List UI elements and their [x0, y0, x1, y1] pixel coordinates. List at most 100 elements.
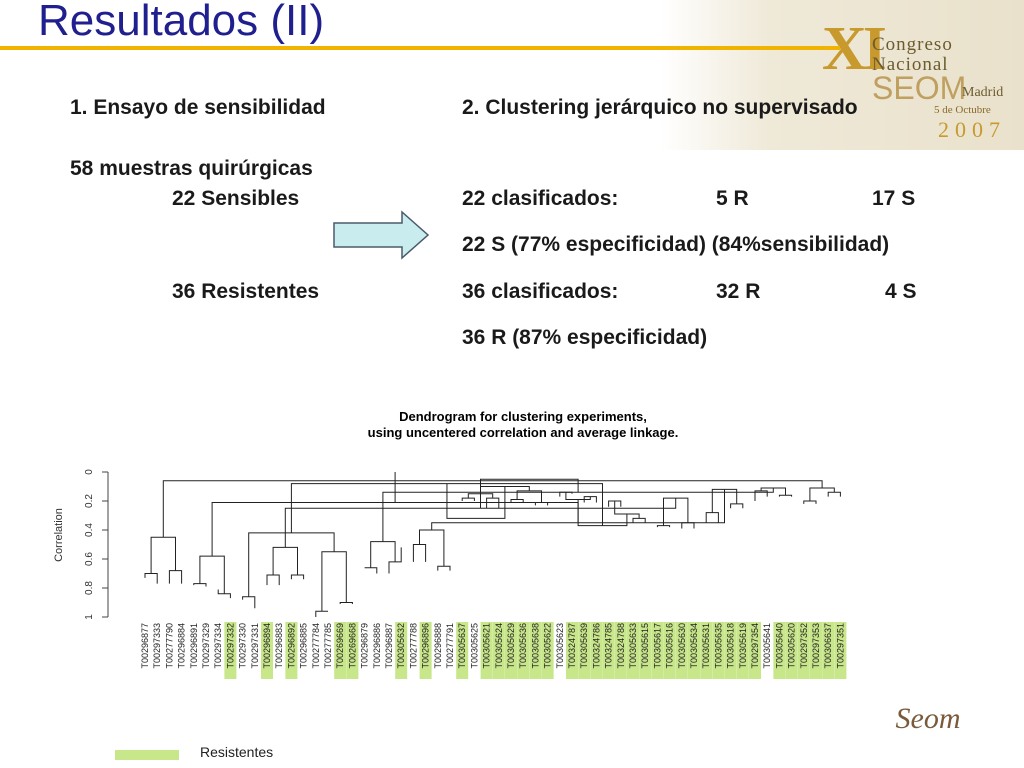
resistant-highlight	[675, 622, 688, 679]
dendrogram-branch	[446, 483, 506, 519]
leaf-label: T00297333	[152, 623, 162, 669]
leaf-label: T00305636	[518, 623, 528, 669]
leaf-label: T00305619	[738, 623, 748, 669]
dendrogram-branch	[339, 602, 353, 604]
leaf-label: T00305639	[579, 623, 589, 669]
leaf-label: T00305635	[713, 623, 723, 669]
leaf-label: T00297329	[201, 623, 211, 669]
resistant-highlight	[736, 622, 749, 679]
leaf-label: T00297354	[750, 623, 760, 669]
leaf-label: T00305617	[652, 623, 662, 669]
leaf-label: T00324786	[591, 623, 601, 669]
y-tick-label: 0.2	[84, 494, 95, 508]
row3-label: 36 clasificados:	[462, 280, 619, 303]
leaf-label: T00297331	[250, 623, 260, 669]
dendrogram-branch	[486, 497, 500, 509]
resistant-highlight	[688, 622, 700, 679]
dendrogram-branch	[632, 517, 646, 523]
leaf-label: T00324787	[567, 623, 577, 669]
leaf-label: T00296883	[274, 623, 284, 669]
leaf-label: T00296894	[262, 623, 272, 669]
leaf-label: T00297353	[811, 623, 821, 669]
dendrogram-branch	[419, 529, 445, 567]
row3-r: 32 R	[716, 280, 761, 303]
dendrogram-branch	[516, 490, 542, 503]
leaf-label: T00305618	[726, 623, 736, 669]
resistant-highlight	[346, 622, 359, 679]
resistant-highlight	[334, 622, 347, 679]
leaf-label: T00305621	[482, 623, 492, 669]
dendrogram-branch	[803, 500, 817, 504]
leaf-label: T00277784	[311, 623, 321, 669]
leaf-label: T00305616	[665, 623, 675, 669]
row1-r: 5 R	[716, 187, 749, 210]
dendrogram-branch	[614, 501, 640, 519]
resistant-highlight	[395, 622, 408, 679]
dendrogram-branch	[370, 541, 396, 568]
resistant-highlight	[700, 622, 713, 679]
dendrogram-branch	[162, 480, 823, 538]
leaf-label: T00296892	[286, 623, 296, 669]
row1-label: 22 clasificados:	[462, 187, 619, 210]
leaf-label: T00297351	[835, 623, 845, 669]
dendrogram-branch	[437, 565, 451, 571]
leaf-label: T00305630	[677, 623, 687, 669]
leaf-label: T00305631	[701, 623, 711, 669]
resistant-highlight	[773, 622, 786, 679]
resistant-highlight	[724, 622, 737, 679]
seom-logo-bottom: Seom	[880, 698, 976, 744]
resistant-highlight	[627, 622, 639, 679]
resistant-highlight	[566, 622, 578, 679]
leaf-label: T00296886	[372, 623, 382, 669]
leaf-label: T00277785	[323, 623, 333, 669]
y-tick-label: 0.6	[84, 552, 95, 566]
resistant-highlight	[505, 622, 517, 679]
leaf-label: T00305632	[396, 623, 406, 669]
leaf-label: T00324788	[616, 623, 626, 669]
leaf-label: T00305615	[640, 623, 650, 669]
leaf-label: T00297352	[799, 623, 809, 669]
resistant-highlight	[224, 622, 237, 679]
leaf-label: T00305620	[787, 623, 797, 669]
dendrogram-branch	[290, 574, 305, 580]
dendrogram-branch	[150, 536, 176, 574]
logo-congreso: Congreso	[872, 34, 953, 55]
resistant-highlight	[529, 622, 542, 679]
y-tick-label: 0	[84, 469, 95, 475]
resistant-highlight	[492, 622, 505, 679]
leaf-label: T00305634	[689, 623, 699, 669]
leaf-label: T00306637	[823, 623, 833, 669]
leaf-label: T00296877	[140, 623, 150, 669]
dendrogram-branch	[144, 573, 158, 584]
leaf-label: T00305637	[457, 623, 467, 669]
dendrogram-branch	[730, 503, 744, 509]
legend-label-resistentes: Resistentes	[200, 744, 274, 760]
row1-s: 17 S	[872, 187, 916, 210]
leaf-label: T00269668	[347, 623, 357, 669]
leaf-label: T00269669	[335, 623, 345, 669]
section2-heading: 2. Clustering jerárquico no supervisado	[462, 96, 858, 119]
dendrogram-branch	[412, 544, 427, 562]
dendrogram-branch	[656, 525, 671, 528]
resistant-highlight	[590, 622, 603, 679]
resistant-highlight	[614, 622, 627, 679]
congress-logo-banner	[660, 0, 1024, 150]
leaf-label: T00296884	[177, 623, 187, 669]
dendrogram-branch	[168, 570, 183, 584]
resistant-highlight	[578, 622, 591, 679]
chart-title-line2: using uncentered correlation and average…	[368, 425, 679, 440]
title-underline	[0, 46, 840, 50]
resistant-highlight	[834, 622, 847, 679]
dendrogram-branch	[681, 522, 695, 529]
dendrogram-branch	[199, 555, 225, 594]
leaf-label: T00305638	[530, 623, 540, 669]
leaf-label: T00305640	[774, 623, 784, 669]
resistant-highlight	[797, 622, 810, 679]
y-tick-label: 0.4	[84, 523, 95, 537]
leaf-label: T00296891	[189, 623, 199, 669]
leaf-label: T00296879	[360, 623, 370, 669]
dendrogram-branch	[778, 494, 793, 497]
leaf-label: T00277791	[445, 623, 455, 669]
resistant-highlight	[261, 622, 273, 679]
dendrogram-branch	[827, 491, 841, 497]
